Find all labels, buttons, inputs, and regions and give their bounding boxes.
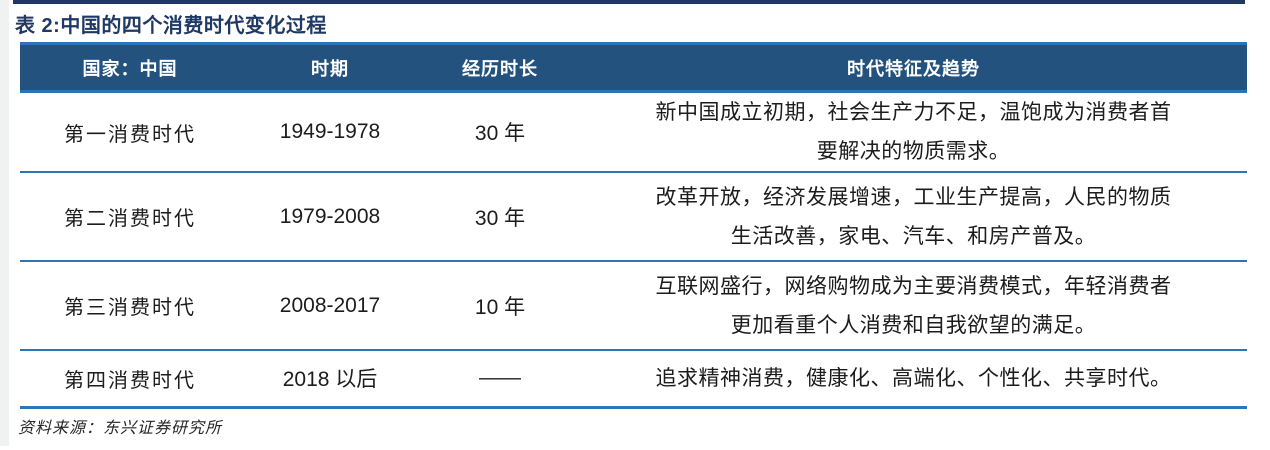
table-header-row: 国家：中国 时期 经历时长 时代特征及趋势 bbox=[20, 42, 1247, 93]
consumption-era-table: 国家：中国 时期 经历时长 时代特征及趋势 第一消费时代 1949-1978 3… bbox=[20, 42, 1247, 409]
period-cell: 1949-1978 bbox=[240, 91, 420, 173]
duration-cell: 30 年 bbox=[420, 172, 580, 262]
description-cell: 改革开放，经济发展增速，工业生产提高，人民的物质 生活改善，家电、汽车、和房产普… bbox=[580, 172, 1247, 262]
era-cell: 第三消费时代 bbox=[20, 261, 240, 351]
col-header-period: 时期 bbox=[240, 42, 420, 93]
description-line: 互联网盛行，网络购物成为主要消费模式，年轻消费者 bbox=[655, 273, 1172, 298]
table-row: 第一消费时代 1949-1978 30 年 新中国成立初期，社会生产力不足，温饱… bbox=[20, 91, 1247, 173]
era-cell: 第二消费时代 bbox=[20, 172, 240, 262]
page-edge-shade bbox=[0, 0, 9, 446]
era-cell: 第四消费时代 bbox=[20, 350, 240, 409]
source-note: 资料来源：东兴证券研究所 bbox=[18, 420, 223, 437]
description-line: 要解决的物质需求。 bbox=[816, 139, 1011, 163]
table-row: 第四消费时代 2018 以后 —— 追求精神消费，健康化、高端化、个性化、共享时… bbox=[20, 350, 1247, 409]
description-line: 改革开放，经济发展增速，工业生产提高，人民的物质 bbox=[655, 184, 1172, 209]
duration-cell: 30 年 bbox=[420, 91, 580, 173]
table-row: 第三消费时代 2008-2017 10 年 互联网盛行，网络购物成为主要消费模式… bbox=[20, 261, 1247, 351]
description-line: 追求精神消费，健康化、高端化、个性化、共享时代。 bbox=[655, 365, 1172, 390]
col-header-traits: 时代特征及趋势 bbox=[580, 42, 1247, 93]
description-cell: 互联网盛行，网络购物成为主要消费模式，年轻消费者 更加看重个人消费和自我欲望的满… bbox=[580, 261, 1247, 351]
description-line: 生活改善，家电、汽车、和房产普及。 bbox=[730, 223, 1097, 248]
period-cell: 2018 以后 bbox=[240, 350, 420, 409]
description-line: 更加看重个人消费和自我欲望的满足。 bbox=[730, 312, 1097, 337]
description-line: 新中国成立初期，社会生产力不足，温饱成为消费者首 bbox=[655, 100, 1172, 124]
top-accent-bar bbox=[13, 0, 1245, 4]
duration-cell: —— bbox=[420, 350, 580, 409]
col-header-duration: 经历时长 bbox=[420, 42, 580, 93]
period-cell: 2008-2017 bbox=[240, 261, 420, 351]
era-cell: 第一消费时代 bbox=[20, 91, 240, 173]
col-header-country: 国家：中国 bbox=[20, 42, 240, 93]
table-row: 第二消费时代 1979-2008 30 年 改革开放，经济发展增速，工业生产提高… bbox=[20, 172, 1247, 262]
period-cell: 1979-2008 bbox=[240, 172, 420, 262]
table-title: 表 2:中国的四个消费时代变化过程 bbox=[15, 15, 327, 37]
duration-cell: 10 年 bbox=[420, 261, 580, 351]
description-cell: 新中国成立初期，社会生产力不足，温饱成为消费者首 要解决的物质需求。 bbox=[580, 91, 1247, 173]
description-cell: 追求精神消费，健康化、高端化、个性化、共享时代。 bbox=[580, 350, 1247, 409]
